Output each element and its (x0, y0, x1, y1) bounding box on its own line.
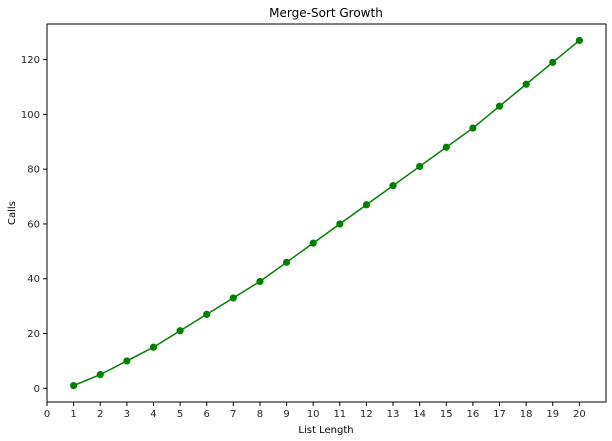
x-tick-label: 16 (467, 409, 480, 420)
x-tick-label: 7 (230, 409, 236, 420)
data-point (309, 239, 317, 247)
data-point (282, 258, 291, 266)
x-tick-label: 8 (257, 409, 263, 420)
x-tick-label: 15 (440, 409, 453, 420)
data-point (70, 381, 78, 390)
x-tick-label: 20 (573, 409, 586, 420)
data-point (495, 102, 504, 110)
data-point (362, 201, 371, 209)
data-point (229, 294, 237, 302)
data-point (416, 162, 424, 171)
x-tick-label: 9 (283, 409, 289, 420)
x-tick-label: 17 (493, 409, 506, 420)
data-point (256, 277, 264, 286)
series-layer (70, 36, 583, 390)
y-axis: 0 20 40 60 80 100 120 (21, 55, 47, 395)
x-axis: 0 1 2 3 4 5 6 7 8 9 10 11 12 13 14 15 16 17 18 19 20 (44, 402, 586, 420)
x-tick-label: 1 (70, 409, 76, 420)
data-point (176, 327, 184, 335)
data-point (442, 143, 450, 151)
x-tick-label: 0 (44, 409, 50, 420)
x-tick-label: 18 (520, 409, 533, 420)
x-tick-label: 6 (204, 409, 210, 420)
y-tick-label: 40 (27, 274, 40, 285)
y-tick-label: 120 (21, 55, 40, 66)
series-line (73, 39, 580, 387)
data-point (96, 371, 104, 379)
data-point (336, 220, 344, 228)
y-tick-label: 60 (27, 219, 40, 230)
x-tick-label: 10 (307, 409, 320, 420)
data-point (575, 36, 583, 45)
y-tick-label: 20 (27, 329, 40, 340)
plot-area (46, 23, 607, 403)
data-point (549, 58, 557, 66)
x-tick-label: 13 (387, 409, 400, 420)
y-axis-label: Calls (7, 201, 18, 225)
data-point (469, 124, 477, 132)
y-tick-label: 100 (21, 110, 40, 121)
x-tick-label: 12 (360, 409, 373, 420)
y-tick-label: 0 (34, 384, 40, 395)
data-point (522, 80, 530, 88)
x-tick-label: 4 (150, 409, 156, 420)
x-tick-label: 5 (177, 409, 183, 420)
data-point (389, 182, 397, 190)
x-tick-label: 3 (124, 409, 130, 420)
x-tick-label: 2 (97, 409, 103, 420)
data-point (203, 310, 211, 318)
data-point (123, 357, 131, 365)
data-point (149, 343, 158, 351)
x-tick-label: 14 (413, 409, 426, 420)
x-tick-label: 19 (546, 409, 559, 420)
x-axis-label: List Length (298, 425, 353, 436)
y-tick-label: 80 (27, 165, 40, 176)
chart-title: Merge-Sort Growth (269, 6, 383, 20)
x-tick-label: 11 (333, 409, 346, 420)
